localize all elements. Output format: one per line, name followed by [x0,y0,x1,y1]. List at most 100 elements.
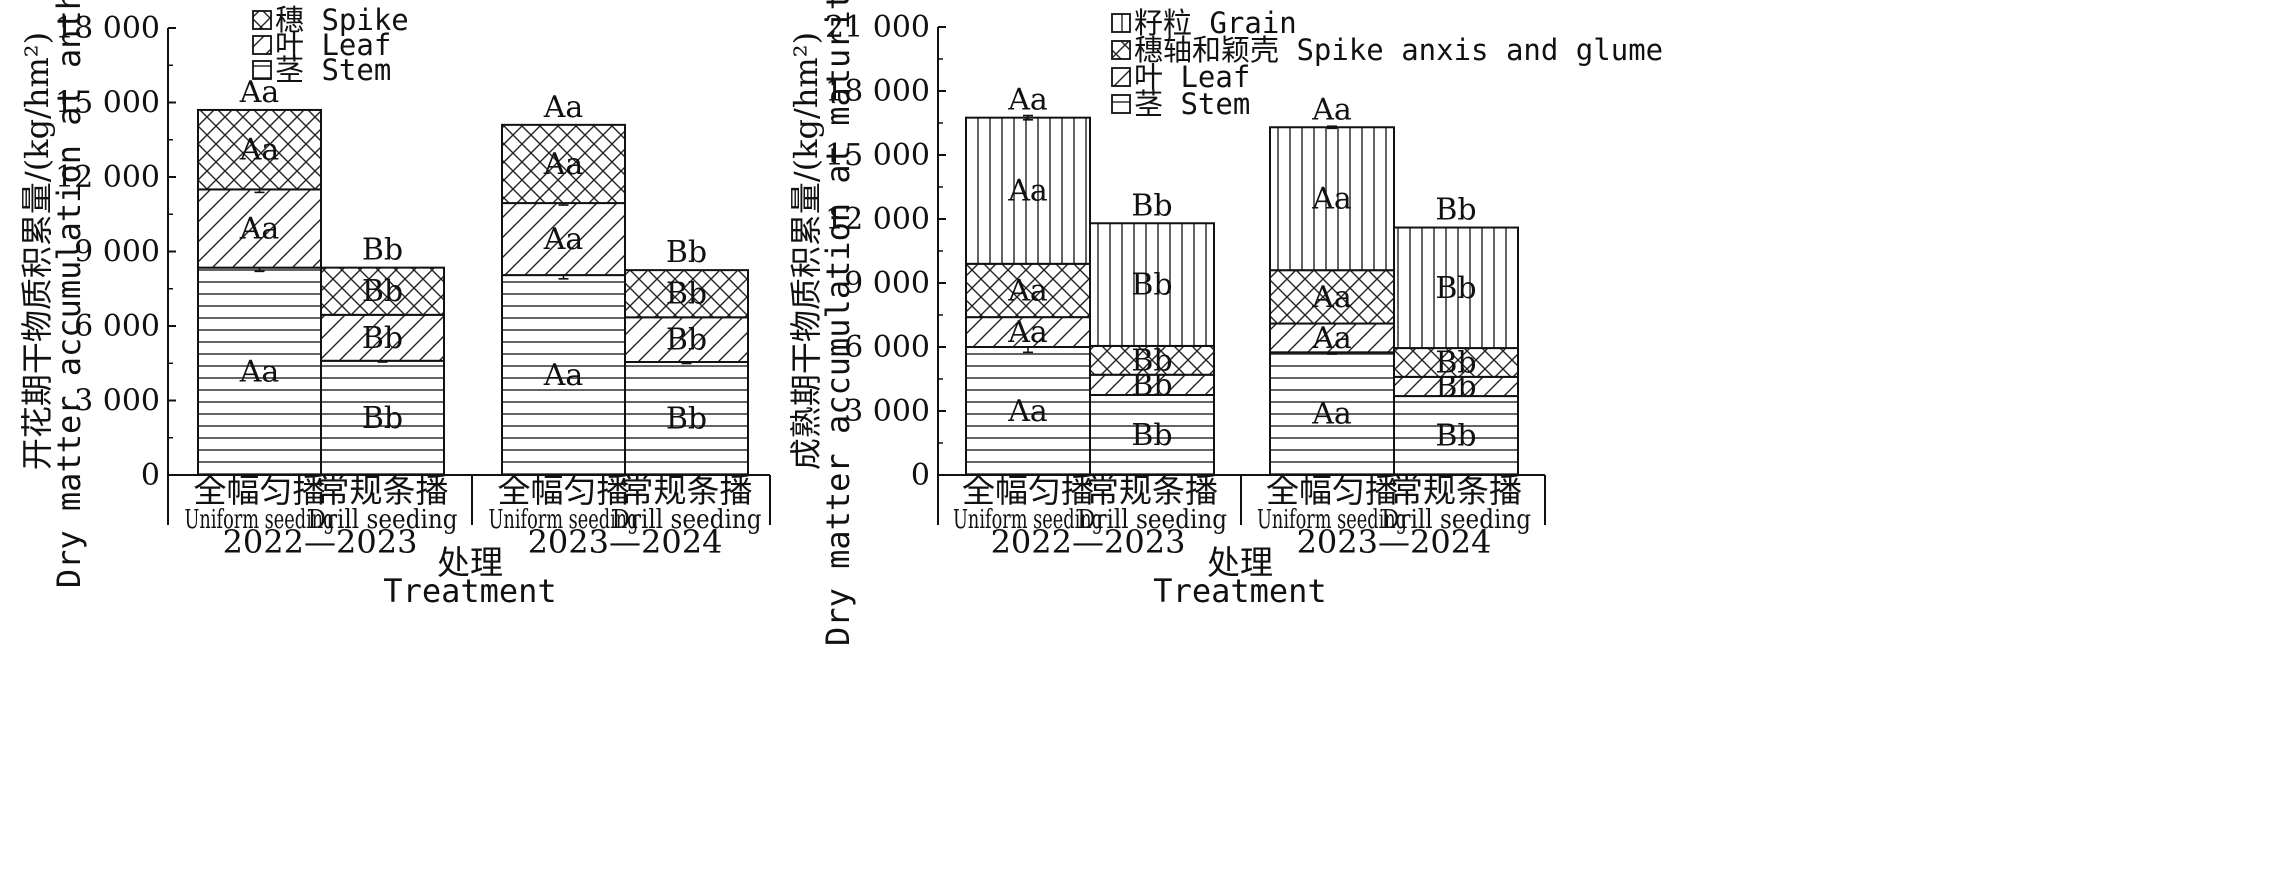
segment-letter: Bb [362,401,403,436]
y-tick-label: 0 [141,458,160,493]
segment-letter: Aa [1007,273,1048,308]
segment-letter: Bb [362,274,403,309]
legend-swatch [252,10,272,30]
bar-segment [320,359,445,476]
total-letter: Aa [1311,92,1352,127]
category-label-en: Uniform seeding [489,505,639,535]
bar-segment [501,202,626,277]
bar-segment [320,313,445,362]
legend-label: 穗轴和颖壳 Spike anxis and glume [1134,33,1663,67]
y-tick-label: 3 000 [844,394,930,429]
legend-label: 穗 Spike [275,3,409,37]
y-tick-label: 9 000 [74,235,160,270]
segment-letter: Aa [1311,182,1352,217]
total-letter: Aa [1007,83,1048,118]
category-label-zh: 常规条播 [317,471,449,510]
segment-letter: Aa [239,133,280,168]
bar-segment [965,262,1091,319]
segment-letter: Bb [1131,268,1172,303]
category-label-zh: 常规条播 [1086,471,1218,510]
category-label-en: Drill seeding [308,505,458,535]
segment-letter: Bb [1131,418,1172,453]
legend-swatch [252,60,272,80]
y-tick-label: 18 000 [55,11,160,46]
legend-label: 叶 Leaf [1134,60,1250,94]
x-axis-title-en: Treatment [1153,572,1326,610]
legend-swatch [1111,40,1131,60]
segment-letter: Aa [543,147,584,182]
category-label-zh: 全幅匀播 [962,471,1094,510]
legend-swatch [1111,94,1131,114]
y-tick-label: 9 000 [844,266,930,301]
segment-letter: Aa [1007,174,1048,209]
y-tick-label: 0 [911,458,930,493]
legend-label: 籽粒 Grain [1134,6,1297,40]
category-label-en: Drill seeding [612,505,762,535]
bar-segment [1089,222,1215,347]
chart-2: 0 3 000 6 000 9 000 12 000 15 000 18 000 21 000… [787,0,1663,646]
segment-letter: Bb [362,321,403,356]
y-axis-title: 成熟期干物质积累量/(kg/hm²) [787,32,825,470]
segment-letter: Aa [543,222,584,257]
bar-segment [1089,394,1215,476]
category-label-en: Uniform seeding [1257,505,1407,535]
category-label-zh: 全幅匀播 [194,471,326,510]
category-label-en: Uniform seeding [185,505,335,535]
x-axis-title-en: Treatment [383,572,556,610]
segment-letter: Aa [1311,321,1352,356]
segment-letter: Aa [1007,394,1048,429]
y-axis-title-en: Dry matter accumulation at anthesis [50,0,88,588]
bar-segment [320,266,445,316]
segment-letter: Aa [1007,315,1048,350]
category-label-zh: 全幅匀播 [498,471,630,510]
y-tick-label: 6 000 [74,309,160,344]
x-axis-title: 处理 [1207,543,1273,582]
segment-letter: Aa [239,354,280,389]
bar-segment [197,188,322,269]
legend-label: 茎 Stem [275,53,391,87]
bar-segment [501,274,626,477]
segment-letter: Aa [1311,280,1352,315]
year-group-label: 2023—2024 [528,523,723,561]
segment-letter: Bb [666,277,707,312]
segment-letter: Bb [1435,419,1476,454]
segment-letter: Bb [1435,345,1476,380]
segment-letter: Bb [1435,271,1476,306]
bar-segment [501,123,626,205]
y-tick-label: 18 000 [825,74,930,109]
bar-segment [197,266,322,476]
bar-segment [624,269,749,319]
total-letter: Bb [666,235,707,270]
segment-letter: Aa [239,212,280,247]
category-label-en: Drill seeding [1077,505,1227,535]
y-tick-label: 6 000 [844,330,930,365]
bar-segment [1269,351,1395,477]
total-letter: Bb [362,233,403,268]
category-label-en: Drill seeding [1381,505,1531,535]
y-tick-label: 12 000 [55,160,160,195]
total-letter: Bb [1131,188,1172,223]
bar-segment [1089,344,1215,376]
year-group-label: 2023—2024 [1297,523,1492,561]
y-tick-label: 15 000 [55,86,160,121]
bar-segment [624,316,749,364]
y-tick-label: 12 000 [825,202,930,237]
bar-segment [197,108,322,191]
segment-letter: Bb [666,323,707,358]
bar-segment [1393,395,1519,477]
year-group-label: 2022—2023 [991,523,1186,561]
y-tick-label: 21 000 [825,10,930,45]
y-axis-title-en: Dry matter accumulation at maturity stag… [819,0,857,646]
total-letter: Aa [239,75,280,110]
y-tick-label: 15 000 [825,138,930,173]
legend-swatch [252,35,272,55]
y-tick-label: 3 000 [74,384,160,419]
total-letter: Aa [543,90,584,125]
segment-letter: Aa [543,358,584,393]
segment-letter: Bb [666,402,707,437]
category-label-zh: 全幅匀播 [1266,471,1398,510]
year-group-label: 2022—2023 [223,523,418,561]
bar-segment [1269,126,1395,272]
